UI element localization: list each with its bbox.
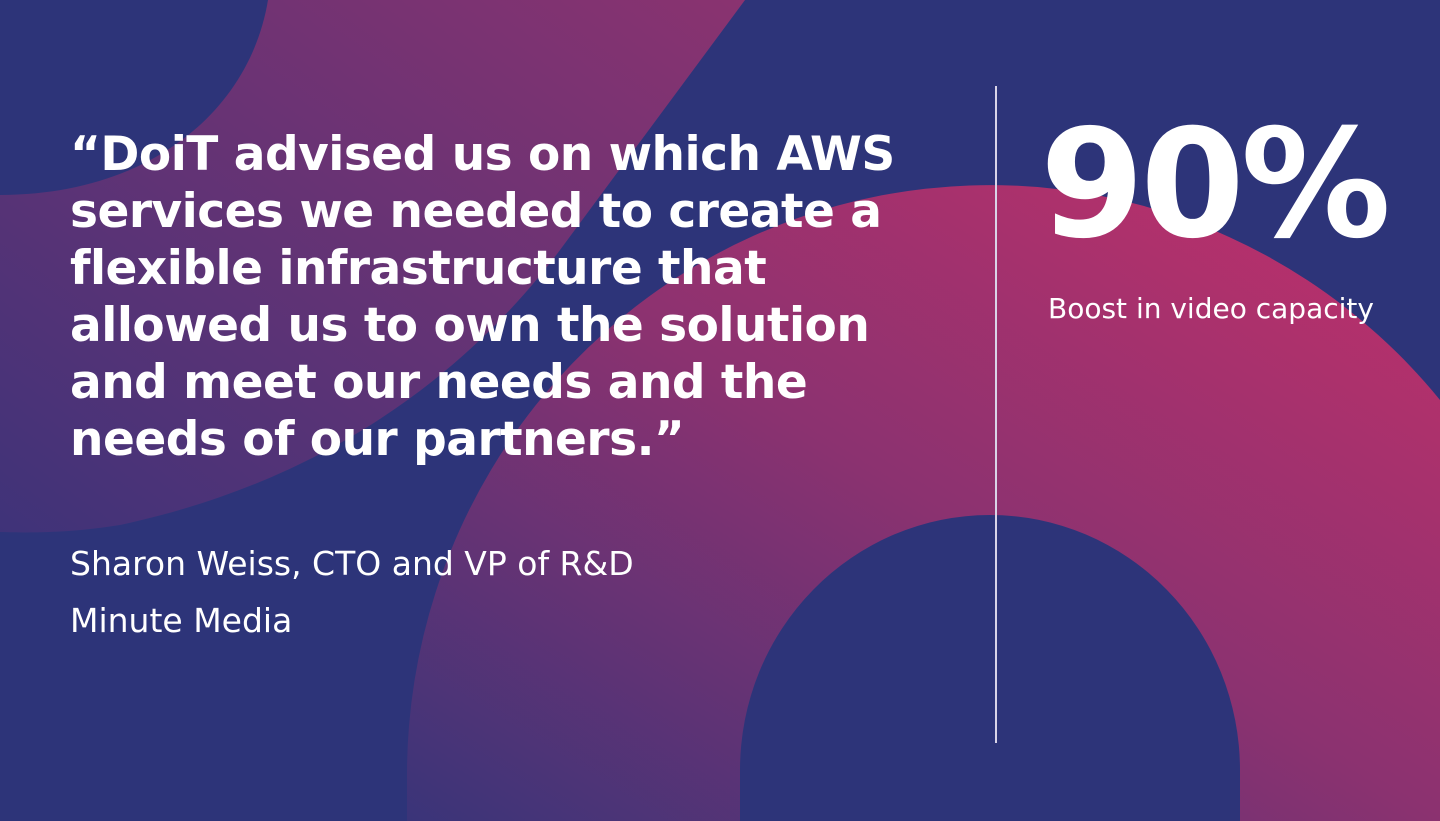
attribution-name: Sharon Weiss, CTO and VP of R&D bbox=[70, 544, 634, 583]
quote-line: services we needed to create a bbox=[70, 184, 882, 239]
stat-label: Boost in video capacity bbox=[1048, 292, 1374, 325]
attribution-company: Minute Media bbox=[70, 601, 293, 640]
vertical-divider bbox=[995, 86, 997, 743]
quote-line: allowed us to own the solution bbox=[70, 298, 870, 353]
quote-line: and meet our needs and the bbox=[70, 355, 808, 410]
testimonial-quote: “DoiT advised us on which AWS services w… bbox=[70, 126, 970, 468]
ring-shape bbox=[407, 185, 1440, 821]
quote-line: “DoiT advised us on which AWS bbox=[70, 127, 895, 182]
quote-line: needs of our partners.” bbox=[70, 412, 685, 467]
top-left-band-shape bbox=[0, 0, 745, 533]
quote-line: flexible infrastructure that bbox=[70, 241, 767, 296]
stat-value: 90% bbox=[1040, 98, 1391, 272]
